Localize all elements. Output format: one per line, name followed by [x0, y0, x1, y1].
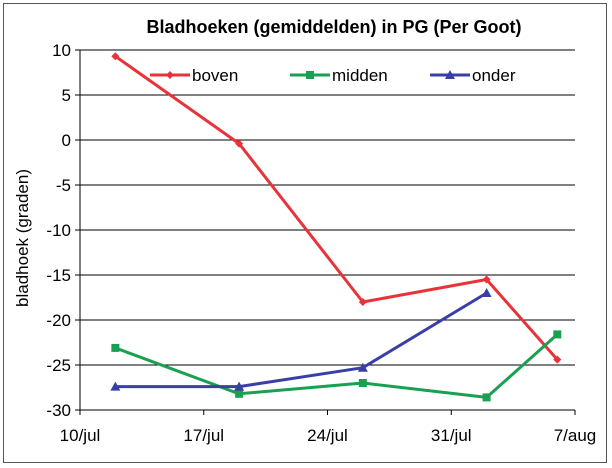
x-tick-label: 10/jul: [60, 426, 101, 445]
y-tick-label: -10: [46, 221, 71, 240]
data-point-midden: [111, 343, 120, 352]
data-point-onder: [481, 288, 492, 297]
data-point-onder: [110, 381, 121, 391]
data-point-midden: [482, 393, 491, 402]
y-tick-label: -5: [56, 176, 71, 195]
data-point-midden: [235, 389, 244, 398]
y-tick-label: 5: [62, 86, 71, 105]
gridlines: [80, 49, 575, 411]
data-point-onder: [234, 381, 245, 391]
series-onder: [110, 288, 492, 391]
y-tick-label: -15: [46, 266, 71, 285]
legend: boven midden onder: [150, 66, 516, 85]
y-tick-label: -30: [46, 401, 71, 420]
chart-frame: [3, 3, 607, 463]
series-midden: [111, 330, 562, 402]
series-line-onder: [115, 291, 488, 389]
legend-marker-midden: [306, 71, 314, 79]
legend-label-onder: onder: [472, 66, 516, 85]
axes: 10 5 0 -5 -10 -15 -20 -25 -30 10/jul 17/jul 24/jul 3…: [46, 41, 596, 445]
x-tick-label: 31/jul: [431, 426, 472, 445]
y-tick-label: 0: [62, 131, 71, 150]
series-line-boven: [114, 55, 559, 361]
data-point-onder: [357, 362, 368, 372]
legend-item-onder: onder: [430, 66, 516, 85]
data-point-boven: [553, 355, 562, 364]
data-point-midden: [358, 379, 367, 387]
legend-item-midden: midden: [290, 66, 388, 85]
y-tick-label: -25: [46, 356, 71, 375]
x-tick-label: 24/jul: [307, 426, 348, 445]
y-tick-label: -20: [46, 311, 71, 330]
series-boven: [111, 52, 562, 364]
x-tick-label: 17/jul: [183, 426, 224, 445]
data-point-boven: [358, 298, 367, 306]
chart-title: Bladhoeken (gemiddelden) in PG (Per Goot…: [146, 17, 521, 37]
x-tick-label: 7/aug: [554, 426, 597, 445]
data-point-boven: [235, 139, 244, 148]
legend-label-boven: boven: [192, 66, 238, 85]
y-tick-label: 10: [52, 41, 71, 60]
data-point-boven: [482, 275, 491, 284]
legend-label-midden: midden: [332, 66, 388, 85]
series-layer: [110, 52, 562, 402]
data-point-boven: [111, 52, 120, 61]
data-point-midden: [553, 330, 562, 339]
legend-marker-boven: [166, 71, 174, 79]
y-axis-label: bladhoek (graden): [13, 169, 32, 307]
legend-item-boven: boven: [150, 66, 238, 85]
legend-marker-onder: [445, 70, 455, 79]
